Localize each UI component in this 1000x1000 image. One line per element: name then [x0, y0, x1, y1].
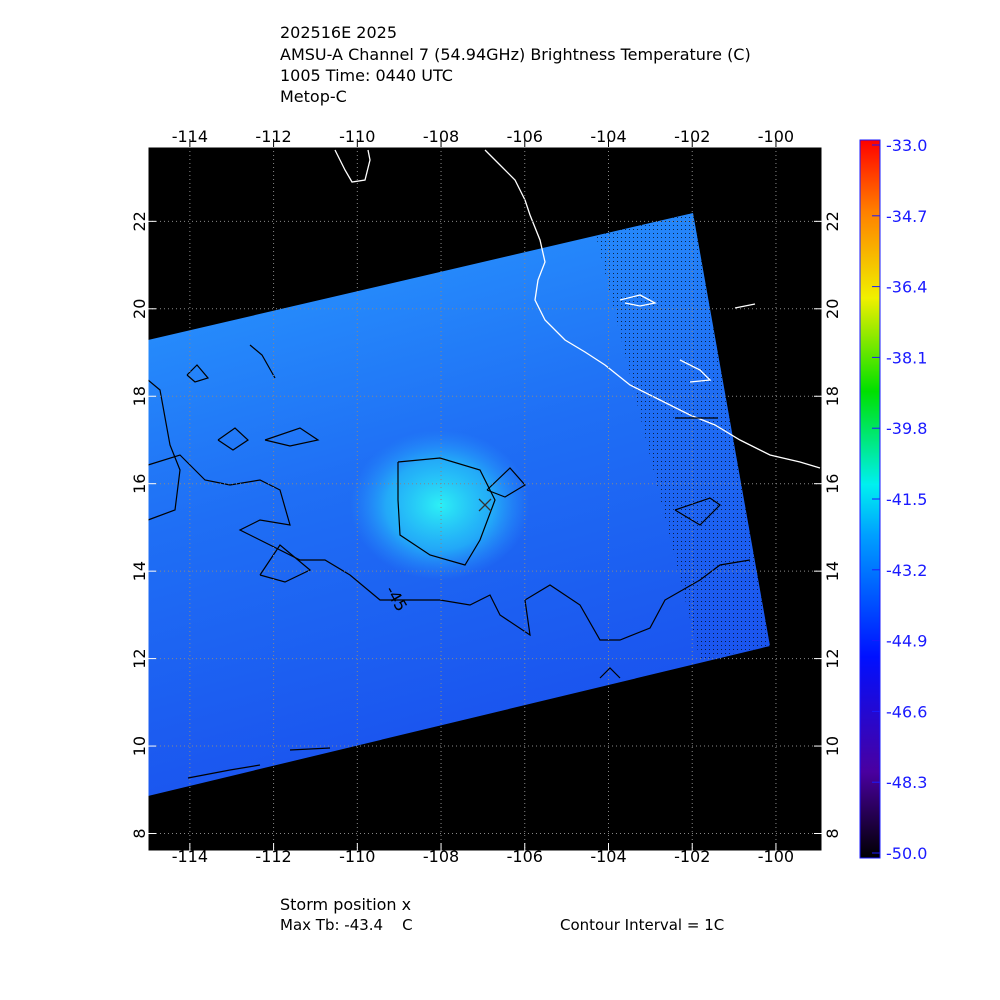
- edge-stipple: [595, 213, 770, 660]
- x-tick-label: -104: [590, 847, 626, 866]
- x-tick-label: -100: [758, 847, 794, 866]
- x-tick-label: -102: [674, 847, 710, 866]
- y-tick-label: 10: [823, 736, 842, 756]
- y-tick-label: 20: [130, 299, 149, 319]
- header-line: Metop-C: [280, 87, 347, 106]
- colorbar-tick-label: -39.8: [886, 419, 927, 438]
- storm-position: [478, 498, 492, 512]
- y-tick-label: 14: [130, 561, 149, 581]
- x-tick-label: -112: [255, 847, 291, 866]
- map-frame: [147, 146, 823, 852]
- y-tick-label: 8: [130, 828, 149, 838]
- y-tick-label: 12: [130, 648, 149, 668]
- x-tick-label: -106: [507, 127, 543, 146]
- y-tick-label: 10: [130, 736, 149, 756]
- colorbar-tick-label: -50.0: [886, 844, 927, 863]
- colorbar-tick-label: -46.6: [886, 702, 927, 721]
- coastline: [334, 149, 821, 469]
- colorbar-tick-label: -41.5: [886, 490, 927, 509]
- y-tick-label: 22: [823, 211, 842, 231]
- warm-core: [350, 430, 530, 580]
- y-tick-label: 14: [823, 561, 842, 581]
- colorbar: -33.0 -34.7 -36.4 -38.1 -39.8 -41.5 -43.2 -44.9…: [859, 136, 927, 863]
- colorbar-tick-label: -44.9: [886, 632, 927, 651]
- x-tick-label: -106: [507, 847, 543, 866]
- y-tick-label: 18: [823, 386, 842, 406]
- footer-interval: Contour Interval = 1C: [560, 916, 724, 934]
- x-tick-label: -108: [423, 127, 459, 146]
- x-tick-label: -108: [423, 847, 459, 866]
- header-line: 202516E 2025: [280, 23, 397, 42]
- y-tick-label: 22: [130, 211, 149, 231]
- x-tick-label: -102: [674, 127, 710, 146]
- header: 202516E 2025 AMSU-A Channel 7 (54.94GHz)…: [280, 23, 751, 106]
- y-tick-label: 8: [823, 828, 842, 838]
- y-tick-label: 18: [130, 386, 149, 406]
- colorbar-tick-label: -38.1: [886, 348, 927, 367]
- y-tick-label: 20: [823, 299, 842, 319]
- y-tick-label: 16: [823, 474, 842, 494]
- colorbar-tick-label: -33.0: [886, 136, 927, 155]
- x-tick-label: -114: [172, 847, 208, 866]
- x-tick-label: -110: [339, 847, 375, 866]
- colorbar-tick-label: -36.4: [886, 278, 927, 297]
- x-tick-label: -114: [172, 127, 208, 146]
- footer-max-tb: Max Tb: -43.4 C: [280, 916, 413, 934]
- header-line: 1005 Time: 0440 UTC: [280, 66, 453, 85]
- contours: [147, 344, 751, 779]
- footer-storm: Storm position x: [280, 895, 411, 914]
- x-tick-label: -104: [590, 127, 626, 146]
- x-tick-label: -110: [339, 127, 375, 146]
- footer: Storm position x Max Tb: -43.4 C Contour…: [280, 895, 724, 934]
- colorbar-tick-label: -48.3: [886, 773, 927, 792]
- header-line: AMSU-A Channel 7 (54.94GHz) Brightness T…: [280, 45, 751, 64]
- y-tick-label: 16: [130, 474, 149, 494]
- y-tick-label: 12: [823, 648, 842, 668]
- colorbar-tick-label: -43.2: [886, 561, 927, 580]
- x-tick-label: -100: [758, 127, 794, 146]
- x-tick-label: -112: [255, 127, 291, 146]
- map: -45: [147, 139, 823, 852]
- colorbar-tick-label: -34.7: [886, 207, 927, 226]
